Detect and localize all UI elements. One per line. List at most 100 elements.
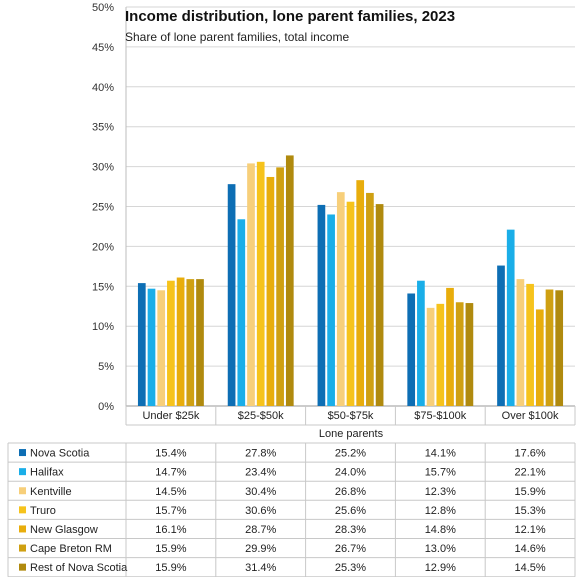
table-cell: 15.7%: [425, 467, 456, 479]
table-cell: 22.1%: [514, 467, 545, 479]
bar: [327, 214, 335, 406]
table-cell: 15.9%: [514, 486, 545, 498]
bar: [446, 287, 454, 406]
x-axis-label: Lone parents: [319, 428, 384, 440]
category-label: $25-$50k: [238, 410, 284, 422]
bar: [465, 303, 474, 406]
y-tick-label: 45%: [92, 42, 114, 54]
series-name: Nova Scotia: [30, 448, 90, 460]
bar: [196, 279, 204, 406]
table-cell: 15.3%: [514, 505, 545, 517]
y-tick-label: 50%: [92, 2, 114, 14]
table-cell: 28.3%: [335, 524, 366, 536]
table-cell: 12.3%: [425, 486, 456, 498]
bar: [545, 289, 554, 406]
category-label: Over $100k: [502, 410, 559, 422]
legend-key: [19, 487, 26, 495]
table-cell: 13.0%: [425, 543, 456, 555]
category-label: $75-$100k: [414, 410, 466, 422]
table-cell: 12.9%: [425, 562, 456, 574]
y-tick-label: 25%: [92, 202, 114, 214]
table-cell: 14.8%: [425, 524, 456, 536]
table-cell: 26.7%: [335, 543, 366, 555]
bar: [167, 280, 175, 406]
bar: [526, 283, 534, 406]
series-name: Cape Breton RM: [30, 543, 112, 555]
bar: [186, 279, 195, 406]
y-tick-label: 10%: [92, 321, 114, 333]
bar: [137, 283, 146, 406]
table-cell: 27.8%: [245, 448, 276, 460]
series-name: Halifax: [30, 467, 64, 479]
bar: [417, 280, 425, 406]
y-tick-label: 5%: [98, 361, 114, 373]
table-cell: 25.2%: [335, 448, 366, 460]
table-cell: 15.4%: [155, 448, 186, 460]
bar: [317, 204, 326, 406]
legend-key: [19, 468, 26, 476]
table-cell: 15.9%: [155, 562, 186, 574]
bar: [436, 303, 445, 406]
table-cell: 15.7%: [155, 505, 186, 517]
table-cell: 12.8%: [425, 505, 456, 517]
table-cell: 30.6%: [245, 505, 276, 517]
table-cell: 23.4%: [245, 467, 276, 479]
bar: [366, 192, 374, 406]
table-cell: 14.7%: [155, 467, 186, 479]
table-cell: 16.1%: [155, 524, 186, 536]
bar: [356, 180, 365, 406]
chart-title: Income distribution, lone parent familie…: [125, 8, 455, 25]
bar: [285, 155, 294, 406]
series-name: Rest of Nova Scotia: [30, 562, 128, 574]
bar: [266, 176, 275, 406]
bar: [147, 288, 156, 406]
chart-subtitle: Share of lone parent families, total inc…: [125, 30, 349, 44]
table-cell: 30.4%: [245, 486, 276, 498]
legend-key: [19, 449, 26, 457]
bar: [535, 309, 544, 406]
chart-text: Income distribution, lone parent familie…: [125, 8, 455, 440]
table-cell: 14.6%: [514, 543, 545, 555]
y-tick-label: 40%: [92, 82, 114, 94]
table-cell: 14.1%: [425, 448, 456, 460]
table-cell: 12.1%: [514, 524, 545, 536]
bar: [227, 184, 236, 406]
bar: [516, 279, 525, 406]
table-cell: 25.3%: [335, 562, 366, 574]
bar: [506, 229, 515, 406]
bar: [455, 302, 464, 406]
y-tick-label: 35%: [92, 122, 114, 134]
table-cell: 14.5%: [155, 486, 186, 498]
bar: [375, 204, 384, 406]
bar: [555, 290, 564, 406]
table-cell: 25.6%: [335, 505, 366, 517]
bar: [256, 161, 265, 406]
table-cell: 14.5%: [514, 562, 545, 574]
category-label: Under $25k: [142, 410, 199, 422]
category-label: $50-$75k: [328, 410, 374, 422]
bars: [137, 155, 564, 406]
series-name: New Glasgow: [30, 524, 98, 536]
legend-key: [19, 506, 26, 514]
bar: [237, 219, 246, 406]
bar: [346, 201, 355, 406]
table-cell: 26.8%: [335, 486, 366, 498]
y-tick-label: 0%: [98, 401, 114, 413]
bar: [247, 163, 255, 406]
bar: [276, 167, 284, 406]
table-cell: 28.7%: [245, 524, 276, 536]
series-name: Truro: [30, 505, 56, 517]
bar: [157, 290, 166, 406]
table-cell: 15.9%: [155, 543, 186, 555]
table-cell: 24.0%: [335, 467, 366, 479]
series-name: Kentville: [30, 486, 72, 498]
bar: [497, 265, 505, 406]
data-table: Under $25k $25-$50k $50-$75k $75-$100k Over …: [7, 406, 576, 577]
table-cell: 31.4%: [245, 562, 276, 574]
bar: [426, 307, 435, 406]
bar: [336, 192, 345, 406]
legend-key: [19, 563, 26, 571]
bar: [407, 293, 416, 406]
y-tick-label: 30%: [92, 162, 114, 174]
